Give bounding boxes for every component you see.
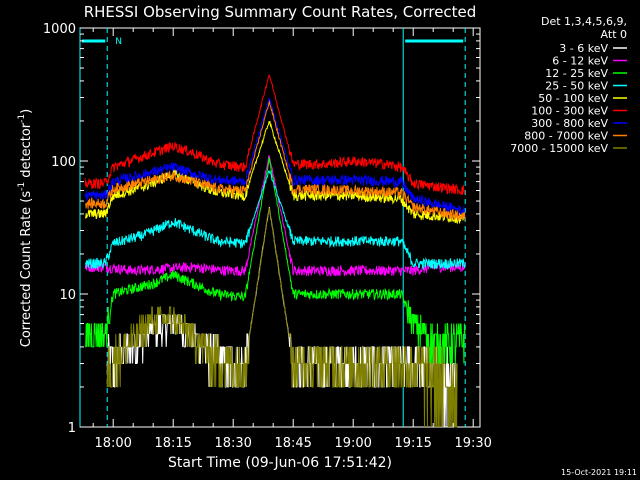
chart-title: RHESSI Observing Summary Count Rates, Co… — [84, 3, 477, 21]
night-marker-label: N — [115, 37, 122, 47]
x-tick-label: 18:00 — [94, 436, 131, 451]
y-tick-label: 100 — [51, 155, 76, 170]
y-axis: 1 10 100 1000 — [43, 22, 480, 436]
series-line-3-6-kev — [106, 206, 458, 428]
date-stamp: 15-Oct-2021 19:11 — [561, 468, 637, 477]
x-tick-label: 19:00 — [334, 436, 371, 451]
x-tick-label: 18:45 — [274, 436, 311, 451]
legend-item-label: 25 - 50 keV — [545, 80, 608, 93]
series-line-12-25-kev — [85, 157, 466, 364]
legend-item-label: 3 - 6 keV — [559, 42, 608, 55]
x-axis: 18:00 18:15 18:30 18:45 19:00 19:15 19:30 — [92, 28, 492, 451]
x-tick-label: 18:15 — [154, 436, 191, 451]
legend-item-label: 300 - 800 keV — [531, 117, 608, 130]
y-tick-label: 10 — [59, 288, 76, 303]
x-axis-label: Start Time (09-Jun-06 17:51:42) — [168, 455, 392, 471]
legend-header-line-2: Att 0 — [601, 28, 627, 41]
series-line-100-300-kev — [84, 74, 466, 196]
series-line-50-100-kev — [84, 120, 466, 225]
series-line-6-12-kev — [84, 155, 466, 277]
x-tick-label: 19:15 — [394, 436, 431, 451]
y-tick-label: 1 — [68, 421, 76, 436]
legend-item-label: 7000 - 15000 keV — [510, 142, 608, 155]
legend-item-label: 6 - 12 keV — [552, 55, 608, 68]
x-tick-label: 18:30 — [214, 436, 251, 451]
flag-markers: N — [79, 28, 466, 427]
legend-item-label: 800 - 7000 keV — [524, 130, 608, 143]
legend-header-line-1: Det 1,3,4,5,6,9, — [541, 15, 627, 28]
legend-item-label: 50 - 100 keV — [538, 92, 608, 105]
x-tick-label: 19:30 — [454, 436, 491, 451]
series-line-25-50-kev — [84, 169, 466, 271]
legend-item-label: 12 - 25 keV — [545, 67, 608, 80]
series-line-800-7000-kev — [85, 100, 466, 222]
series-line-7000-15000-kev — [106, 206, 458, 428]
series-line-300-800-kev — [84, 97, 466, 217]
y-axis-label: Corrected Count Rate (s-1 detector-1) — [17, 109, 34, 347]
series-lines — [84, 74, 466, 428]
y-tick-label: 1000 — [43, 22, 76, 37]
legend-item-label: 100 - 300 keV — [531, 105, 608, 118]
